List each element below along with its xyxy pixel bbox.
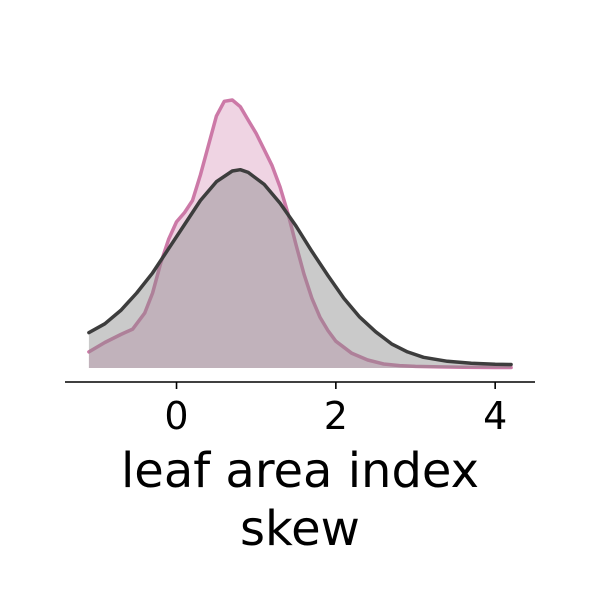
x-axis-label-line-1: leaf area index (121, 443, 479, 499)
x-ticks: 0 2 4 (164, 382, 507, 438)
series-2-area (88, 169, 512, 368)
x-axis-label-line-2: skew (240, 501, 360, 557)
x-tick-label: 0 (164, 394, 188, 438)
x-tick-label: 4 (483, 394, 507, 438)
series-1-area (88, 100, 512, 368)
series-2-line (87, 167, 513, 367)
series-layer (87, 98, 513, 370)
x-tick-label: 2 (324, 394, 348, 438)
